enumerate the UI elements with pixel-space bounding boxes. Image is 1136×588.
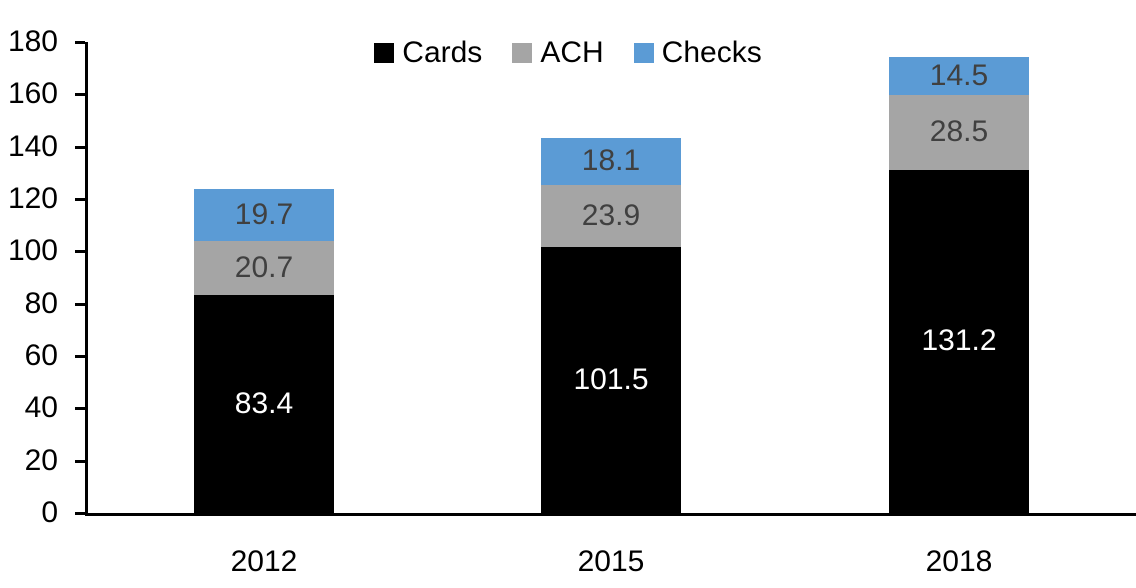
y-tick bbox=[75, 512, 85, 515]
bar-segment-2015-cards: 101.5 bbox=[541, 247, 681, 513]
legend-swatch-icon-checks bbox=[633, 43, 654, 63]
y-tick bbox=[75, 145, 85, 149]
legend: Cards ACH Checks bbox=[0, 38, 1136, 68]
bar-value-label-2015-ach: 23.9 bbox=[581, 199, 641, 233]
bar-2012: 19.7 20.7 83.4 bbox=[194, 189, 334, 513]
y-tick-label: 80 bbox=[24, 286, 58, 320]
y-tick bbox=[75, 407, 85, 411]
x-axis-label-2012: 2012 bbox=[230, 545, 298, 578]
bar-value-label-2018-ach: 28.5 bbox=[929, 115, 989, 149]
legend-swatch-icon-ach bbox=[512, 43, 533, 63]
legend-label-ach: ACH bbox=[540, 36, 604, 69]
y-tick-label: 160 bbox=[7, 77, 58, 111]
x-axis-label-2018: 2018 bbox=[925, 545, 993, 578]
legend-label-checks: Checks bbox=[661, 36, 762, 69]
y-tick-label: 0 bbox=[41, 496, 58, 529]
bar-segment-2012-cards: 83.4 bbox=[194, 294, 334, 513]
y-tick-label: 60 bbox=[24, 339, 58, 372]
y-tick-label: 140 bbox=[7, 129, 58, 163]
y-tick-label: 20 bbox=[24, 443, 58, 477]
y-tick-label: 120 bbox=[7, 182, 58, 215]
y-tick bbox=[75, 355, 85, 358]
x-axis-line bbox=[85, 513, 1136, 516]
bar-segment-2015-checks: 18.1 bbox=[541, 137, 681, 185]
bar-2018: 14.5 28.5 131.2 bbox=[889, 57, 1029, 513]
y-tick bbox=[75, 459, 85, 463]
y-tick bbox=[75, 302, 85, 306]
bar-value-label-2012-cards: 83.4 bbox=[234, 386, 294, 420]
bar-value-label-2018-cards: 131.2 bbox=[921, 324, 997, 358]
bar-value-label-2015-cards: 101.5 bbox=[573, 363, 649, 397]
bar-segment-2018-cards: 131.2 bbox=[889, 169, 1029, 513]
legend-item-ach: ACH bbox=[512, 36, 604, 69]
legend-item-cards: Cards bbox=[374, 38, 482, 68]
legend-label-cards: Cards bbox=[402, 36, 483, 69]
y-tick bbox=[75, 198, 85, 201]
bar-value-label-2012-ach: 20.7 bbox=[234, 250, 294, 284]
x-axis-label-2015: 2015 bbox=[577, 545, 645, 578]
legend-swatch-icon-cards bbox=[374, 43, 395, 63]
y-axis-line bbox=[85, 42, 88, 516]
y-tick bbox=[75, 250, 85, 254]
bar-segment-2018-checks: 14.5 bbox=[889, 57, 1029, 96]
y-tick-label: 100 bbox=[7, 234, 58, 268]
bar-segment-2012-ach: 20.7 bbox=[194, 240, 334, 295]
y-tick-label: 40 bbox=[24, 391, 58, 425]
y-tick bbox=[75, 41, 85, 44]
legend-item-checks: Checks bbox=[633, 36, 762, 69]
bar-segment-2018-ach: 28.5 bbox=[889, 95, 1029, 170]
bar-value-label-2018-checks: 14.5 bbox=[929, 59, 989, 93]
y-tick bbox=[75, 93, 85, 97]
bar-2015: 18.1 23.9 101.5 bbox=[541, 137, 681, 513]
bar-value-label-2012-checks: 19.7 bbox=[234, 197, 294, 231]
bar-segment-2015-ach: 23.9 bbox=[541, 184, 681, 248]
bar-segment-2012-checks: 19.7 bbox=[194, 189, 334, 241]
bar-value-label-2015-checks: 18.1 bbox=[581, 144, 641, 178]
y-tick-label: 180 bbox=[7, 25, 58, 58]
